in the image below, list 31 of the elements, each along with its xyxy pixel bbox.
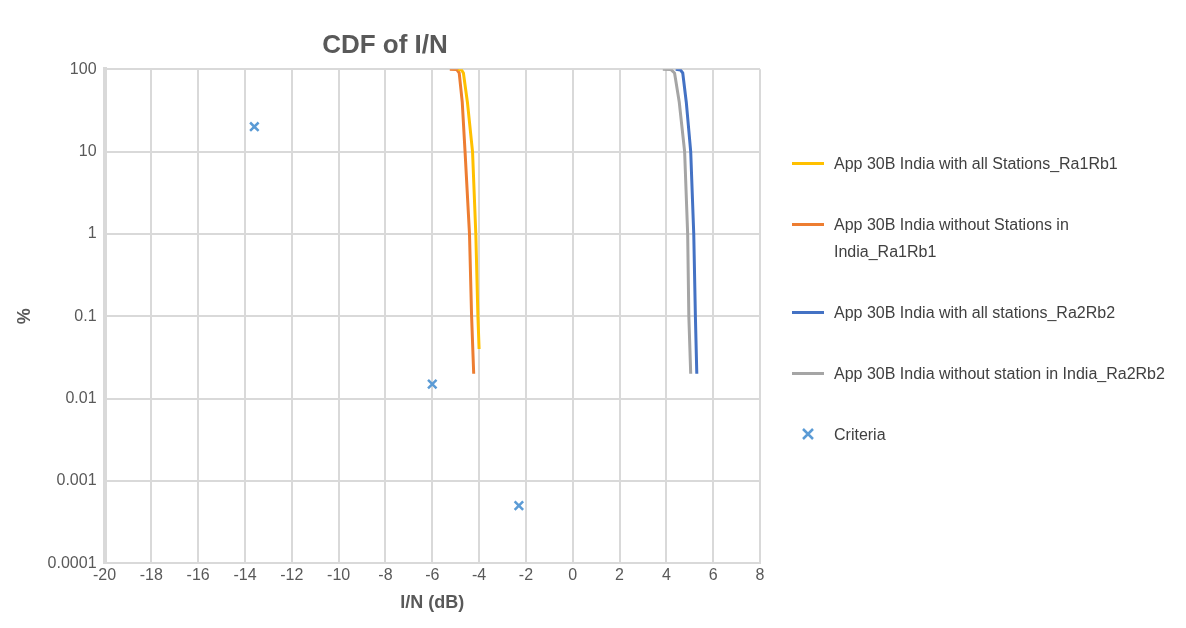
x-tick-label: 4	[661, 566, 671, 584]
legend-label: App 30B India without Stations in India_Ra1Rb1	[834, 215, 1070, 262]
x-tick-label: -12	[280, 566, 304, 584]
legend-label: App 30B India with all Stations_Ra1Rb1	[834, 154, 1118, 174]
x-axis-title: I/N (dB)	[400, 592, 465, 613]
y-tick-label: 0.01	[65, 388, 97, 406]
chart-title: CDF of I/N	[322, 28, 448, 59]
x-tick-label: -14	[233, 566, 257, 584]
x-tick-label: 6	[708, 566, 718, 584]
legend-label: Criteria	[834, 425, 886, 445]
x-tick-label: -8	[378, 566, 393, 584]
x-tick-label: 2	[615, 566, 625, 584]
y-axis-title: %	[13, 308, 34, 325]
point	[513, 500, 525, 512]
x-tick-label: -18	[139, 566, 164, 584]
y-tick-label: 100	[69, 59, 97, 77]
y-tick-label: 10	[78, 141, 97, 159]
y-tick-label: 0.001	[56, 471, 97, 489]
legend-label: App 30B India without station in India_Ra2Rb2	[834, 364, 1165, 384]
y-tick-label: 0.1	[74, 306, 97, 324]
point	[426, 378, 438, 390]
x-tick-label: 8	[755, 566, 765, 584]
y-tick-label: 1	[87, 224, 97, 242]
x-tick-label: 0	[568, 566, 578, 584]
x-tick-label: -4	[471, 566, 487, 584]
x-tick-label: -6	[425, 566, 440, 584]
x-tick-label: -16	[186, 566, 210, 584]
x-tick-label: -2	[518, 566, 534, 584]
x-tick-label: -10	[327, 566, 351, 584]
legend-label: App 30B India with all stations_Ra2Rb2	[834, 303, 1116, 323]
point	[248, 121, 260, 133]
